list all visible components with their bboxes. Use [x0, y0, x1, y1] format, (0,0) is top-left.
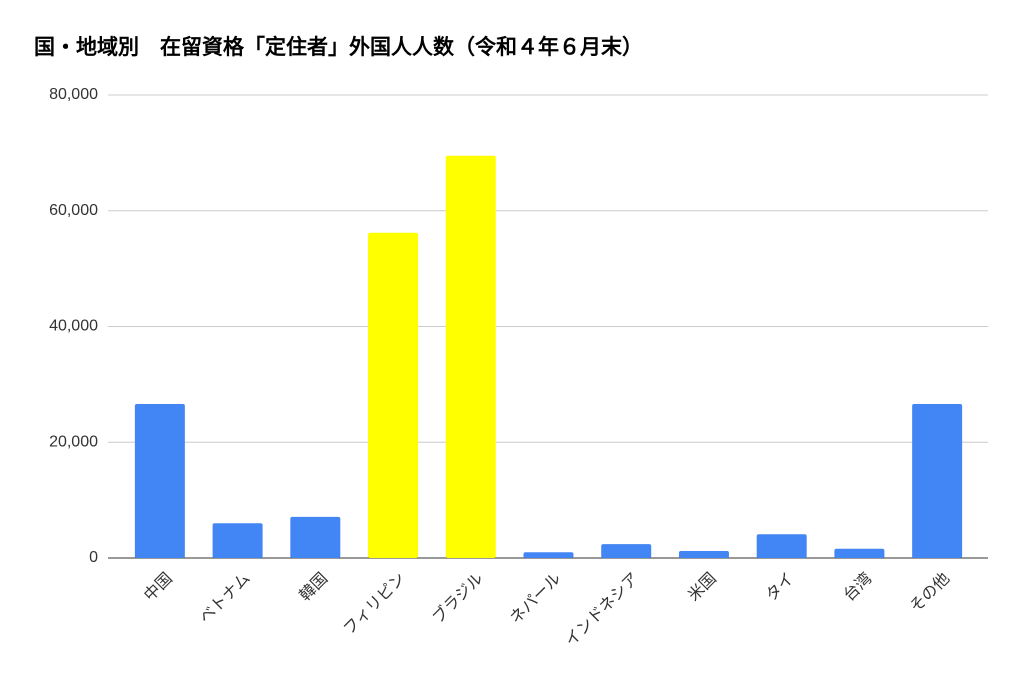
y-tick-label: 40,000 — [49, 318, 98, 335]
x-tick-label: ネパール — [506, 569, 565, 628]
x-tick-label: タイ — [762, 569, 798, 605]
bar — [912, 404, 963, 558]
bar — [678, 551, 729, 558]
y-tick-label: 80,000 — [49, 86, 98, 103]
bar — [756, 534, 807, 558]
bar — [290, 516, 341, 558]
x-tick-label: フィリピン — [339, 569, 409, 639]
x-tick-label: ベトナム — [195, 569, 253, 627]
x-tick-label: 台湾 — [839, 569, 875, 605]
bar — [445, 155, 496, 559]
x-tick-label: インドネシア — [561, 569, 642, 650]
bar — [523, 552, 574, 558]
bar — [834, 548, 885, 558]
bar — [212, 523, 263, 558]
x-tick-label: 中国 — [140, 569, 176, 605]
y-tick-label: 0 — [89, 549, 98, 566]
y-tick-label: 20,000 — [49, 433, 98, 450]
bar — [368, 232, 419, 558]
y-tick-label: 60,000 — [49, 202, 98, 219]
bar — [601, 544, 652, 558]
x-tick-label: ブラジル — [428, 569, 486, 627]
x-tick-label: 韓国 — [295, 569, 331, 605]
x-tick-label: その他 — [906, 569, 953, 616]
bar — [134, 404, 185, 558]
chart-title: 国・地域別 在留資格「定住者」外国人人数（令和４年６月末） — [34, 35, 643, 59]
x-tick-label: 米国 — [684, 569, 720, 605]
